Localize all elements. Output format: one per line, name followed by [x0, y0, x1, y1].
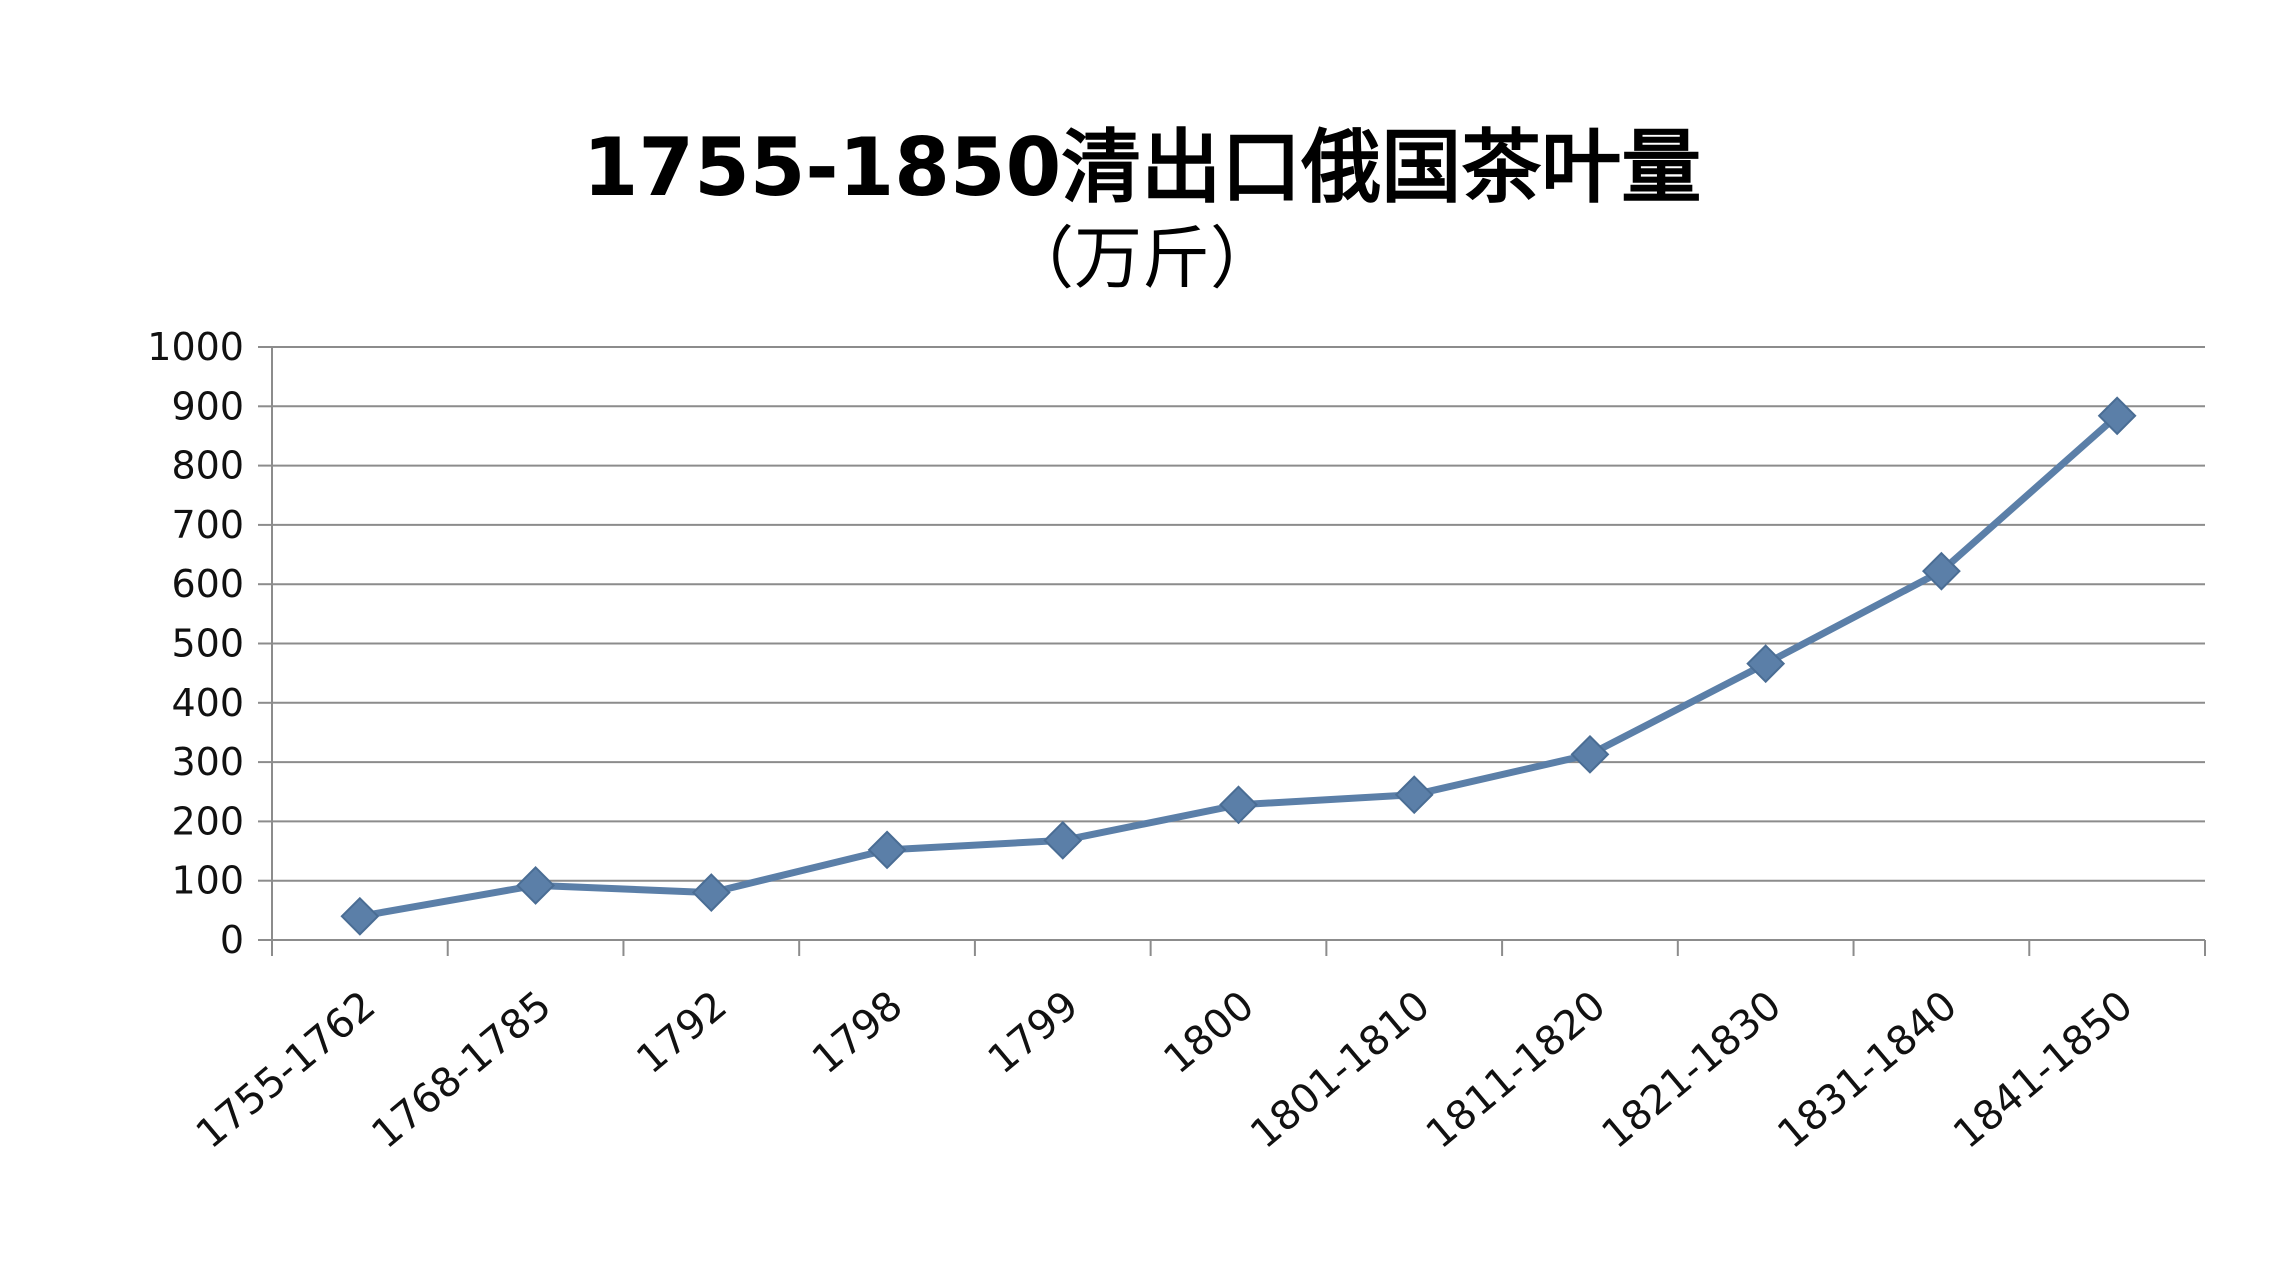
data-point-1811-1820: [1570, 734, 1610, 774]
x-tick-label-0: 1755-1762: [188, 982, 385, 1157]
data-point-1755-1762: [340, 896, 380, 936]
y-tick-label-10: 1000: [147, 325, 244, 369]
data-point-1831-1840: [1921, 551, 1961, 591]
data-point-1800: [1219, 785, 1258, 825]
x-tick-label-4: 1799: [980, 982, 1088, 1083]
y-tick-label-0: 0: [220, 918, 244, 962]
y-tick-label-3: 300: [171, 740, 244, 784]
axes: [258, 346, 2206, 956]
x-tick-label-1: 1768-1785: [363, 982, 560, 1157]
y-tick-label-4: 400: [171, 681, 244, 725]
x-tick-label-6: 1801-1810: [1242, 982, 1439, 1157]
grid-lines: [272, 346, 2205, 882]
data-point-1799: [1043, 820, 1083, 860]
x-tick-label-8: 1821-1830: [1594, 982, 1791, 1157]
x-tick-label-10: 1841-1850: [1945, 982, 2142, 1157]
series-layer: [340, 396, 2137, 936]
x-tick-label-5: 1800: [1155, 982, 1263, 1083]
y-tick-label-5: 500: [171, 622, 244, 666]
y-axis-ticks: 0 100 200 300 400 500 600 700 800 900 1000: [147, 325, 244, 962]
y-tick-label-6: 600: [171, 562, 244, 606]
data-point-1768-1785: [516, 866, 556, 905]
series-line-0: [356, 412, 2121, 920]
data-point-1792: [691, 873, 731, 912]
data-point-1798: [867, 830, 907, 870]
x-tick-label-9: 1831-1840: [1769, 982, 1966, 1157]
chart-title: 1755-1850清出口俄国茶叶量: [583, 121, 1702, 214]
data-point-1821-1830: [1746, 644, 1786, 684]
x-tick-label-2: 1792: [628, 982, 736, 1083]
x-tick-label-3: 1798: [804, 982, 912, 1083]
x-tick-label-7: 1811-1820: [1418, 982, 1615, 1157]
y-tick-label-8: 800: [171, 444, 244, 488]
y-tick-label-1: 100: [171, 859, 244, 903]
y-tick-label-7: 700: [171, 503, 244, 547]
chart-subtitle: （万斤）: [1006, 220, 1278, 299]
y-tick-label-2: 200: [171, 799, 244, 843]
data-point-1841-1850: [2097, 396, 2137, 436]
data-point-1801-1810: [1394, 775, 1434, 815]
y-tick-label-9: 900: [171, 384, 244, 428]
